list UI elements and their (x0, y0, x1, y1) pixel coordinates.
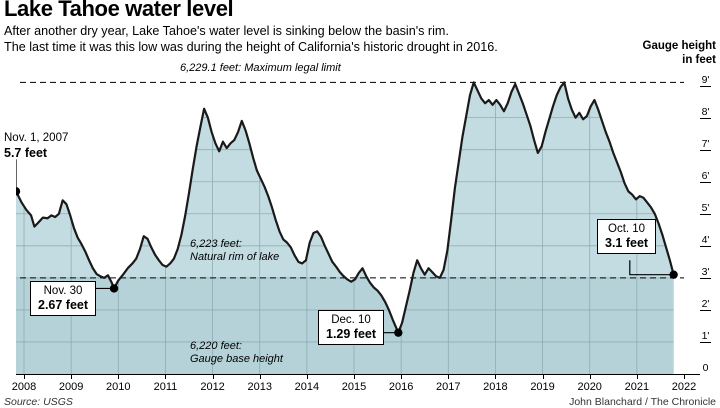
annotation-gauge-base: 6,220 feet: Gauge base height (190, 340, 283, 366)
chart-area (16, 76, 684, 374)
y-axis-title-line-2: in feet (682, 53, 716, 66)
callout-nov-30-date: Nov. 30 (43, 285, 83, 297)
page-title: Lake Tahoe water level (4, 0, 234, 21)
y-axis-title-line-1: Gauge height (642, 40, 716, 52)
x-tick-mark-2010 (118, 374, 120, 379)
x-tick-label-2009: 2009 (58, 381, 84, 393)
callout-dec-10-date: Dec. 10 (331, 314, 371, 326)
annotation-natural-rim-line-1: 6,223 feet: (190, 238, 242, 250)
y-tick-0: 0 (700, 362, 720, 374)
callout-dec-10-value: 1.29 feet (326, 327, 377, 341)
callout-nov-30: Nov. 30 2.67 feet (30, 281, 97, 316)
y-tick-7ft: 7' (700, 138, 720, 151)
y-tick-label: 8' (700, 105, 711, 119)
x-tick-label-2011: 2011 (153, 381, 178, 393)
callout-nov-2007-date: Nov. 1, 2007 (4, 132, 69, 144)
x-tick-label-2010: 2010 (106, 381, 131, 393)
x-axis-line (16, 374, 700, 375)
x-tick-mark-2014 (306, 374, 308, 379)
x-tick-label-2013: 2013 (247, 381, 272, 393)
x-tick-mark-2020 (589, 374, 591, 379)
x-tick-label-2019: 2019 (530, 381, 555, 393)
x-tick-label-2016: 2016 (388, 381, 414, 393)
callout-nov-2007-value: 5.7 feet (4, 145, 48, 160)
y-tick-label: 1' (700, 329, 711, 343)
y-tick-4ft: 4' (700, 234, 720, 247)
x-tick-label-2008: 2008 (11, 381, 37, 393)
x-tick-mark-2022 (684, 374, 685, 379)
y-tick-label: 3' (700, 265, 711, 279)
x-tick-mark-2009 (71, 374, 73, 379)
y-tick-label: 9' (700, 73, 711, 87)
x-tick-label-2021: 2021 (624, 381, 650, 393)
credit-note: John Blanchard / The Chronicle (569, 396, 716, 408)
y-tick-3ft: 3' (700, 266, 720, 279)
x-tick-mark-2011 (165, 374, 167, 379)
annotation-natural-rim-line-2: Natural rim of lake (190, 251, 280, 263)
x-tick-mark-2015 (354, 374, 355, 379)
x-tick-mark-2008 (24, 374, 25, 379)
x-tick-label-2012: 2012 (200, 381, 225, 393)
callout-nov-2007: Nov. 1, 2007 5.7 feet (4, 131, 68, 160)
callout-oct-10-value: 3.1 feet (605, 236, 649, 250)
annotation-max-legal-limit: 6,229.1 feet: Maximum legal limit (180, 62, 341, 74)
x-tick-mark-2021 (636, 374, 638, 379)
callout-dec-10: Dec. 10 1.29 feet (318, 310, 385, 345)
annotation-gauge-base-line-2: Gauge base height (190, 353, 283, 365)
area-chart (16, 81, 684, 374)
y-tick-label: 6' (700, 169, 711, 183)
y-tick-2ft: 2' (700, 298, 720, 311)
y-axis-title: Gauge height in feet (643, 40, 716, 67)
source-note: Source: USGS (4, 396, 73, 408)
y-tick-6ft: 6' (700, 170, 720, 183)
y-tick-label: 4' (700, 233, 711, 247)
x-tick-mark-2019 (542, 374, 544, 379)
x-tick-label-2014: 2014 (294, 381, 320, 393)
x-tick-mark-2012 (212, 374, 214, 379)
x-tick-mark-2018 (495, 374, 497, 379)
x-tick-mark-2017 (448, 374, 450, 379)
callout-oct-10-date: Oct. 10 (608, 223, 646, 235)
y-tick-label: 5' (700, 201, 711, 215)
x-tick-label-2018: 2018 (483, 381, 508, 393)
x-tick-label-2015: 2015 (341, 381, 367, 393)
x-tick-label-2020: 2020 (577, 381, 602, 393)
y-tick-label: 0 (702, 362, 709, 374)
y-tick-label: 7' (700, 137, 711, 151)
callout-nov-30-value: 2.67 feet (38, 298, 89, 312)
y-tick-5ft: 5' (700, 202, 720, 215)
x-tick-label-2017: 2017 (436, 381, 461, 393)
x-tick-mark-2016 (401, 374, 403, 379)
x-tick-label-2022: 2022 (671, 381, 697, 393)
y-tick-8ft: 8' (700, 106, 720, 119)
deck-line-1: After another dry year, Lake Tahoe's wat… (4, 24, 449, 38)
deck-text: After another dry year, Lake Tahoe's wat… (4, 24, 498, 55)
annotation-gauge-base-line-1: 6,220 feet: (190, 340, 242, 352)
y-tick-9ft: 9' (700, 74, 720, 87)
callout-oct-10: Oct. 10 3.1 feet (597, 219, 657, 254)
y-tick-1ft: 1' (700, 330, 720, 343)
x-tick-mark-2013 (259, 374, 261, 379)
y-tick-label: 2' (700, 297, 711, 311)
annotation-natural-rim: 6,223 feet: Natural rim of lake (190, 238, 279, 264)
deck-line-2: The last time it was this low was during… (4, 39, 498, 54)
